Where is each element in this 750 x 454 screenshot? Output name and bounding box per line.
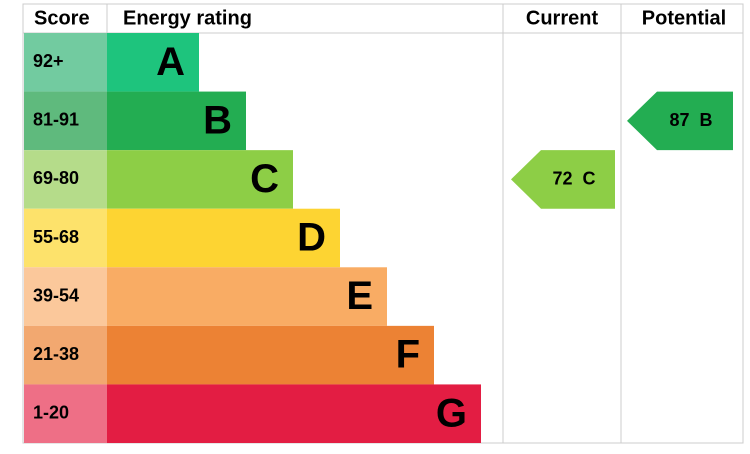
score-cell	[24, 91, 107, 151]
potential-label: 87 B	[669, 110, 712, 130]
potential-band: B	[700, 110, 713, 130]
score-cell	[24, 325, 107, 385]
potential-score: 87	[669, 110, 689, 130]
band-letter: F	[396, 333, 420, 377]
potential-arrow	[627, 91, 733, 151]
header-rating: Energy rating	[123, 7, 252, 29]
rating-bar	[107, 325, 434, 385]
score-label: 55-68	[33, 227, 79, 247]
band-letter: A	[156, 40, 185, 84]
score-label: 39-54	[33, 285, 79, 305]
current-arrow	[511, 150, 615, 209]
header-current: Current	[526, 7, 599, 29]
score-label: 69-80	[33, 168, 79, 188]
band-letter: D	[297, 216, 326, 260]
score-label: 1-20	[33, 402, 69, 422]
score-cell	[24, 267, 107, 326]
band-letter: B	[203, 98, 232, 142]
band-letter: E	[346, 274, 373, 318]
score-cell	[24, 150, 107, 209]
score-label: 92+	[33, 51, 64, 71]
band-letter: C	[250, 157, 279, 201]
rating-bar	[107, 208, 340, 268]
header-potential: Potential	[642, 7, 726, 29]
score-cell	[24, 33, 107, 92]
rating-bar	[107, 91, 246, 151]
score-cell	[24, 384, 107, 443]
rating-bar	[107, 150, 293, 209]
band-letter: G	[436, 391, 467, 435]
rating-bar	[107, 384, 481, 443]
score-label: 81-91	[33, 110, 79, 130]
current-band: C	[583, 168, 596, 188]
score-cell	[24, 208, 107, 268]
header-score: Score	[34, 7, 90, 29]
rating-bar	[107, 267, 387, 326]
rating-bar	[107, 33, 199, 92]
score-label: 21-38	[33, 344, 79, 364]
current-score: 72	[552, 168, 572, 188]
current-label: 72 C	[552, 168, 595, 188]
